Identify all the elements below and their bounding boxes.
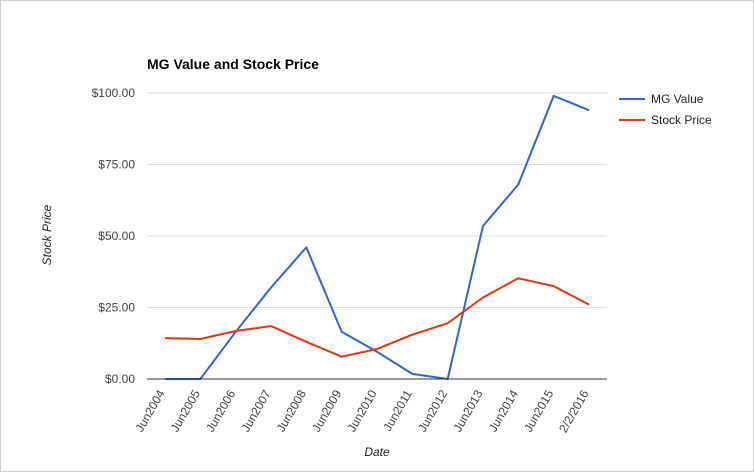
legend: MG Value Stock Price: [619, 92, 712, 127]
chart-title: MG Value and Stock Price: [147, 56, 319, 72]
x-tick-label: Jun2006: [203, 387, 238, 434]
legend-label: MG Value: [651, 92, 704, 106]
y-tick-label: $0.00: [105, 372, 135, 386]
y-axis-title: Stock Price: [40, 204, 54, 265]
series-lines: [164, 94, 590, 380]
y-tick-label: $25.00: [98, 301, 135, 315]
x-tick-label: Jun2009: [309, 387, 344, 434]
x-tick-label: Jun2008: [274, 387, 309, 434]
y-tick-label: $50.00: [98, 229, 135, 243]
series-line-stock-price: [164, 277, 590, 358]
x-axis-tick-labels: Jun2004 Jun2005 Jun2006 Jun2007 Jun2008 Jun20…: [132, 387, 591, 435]
x-tick-label: Jun2005: [168, 387, 203, 434]
x-tick-label: Jun2012: [415, 387, 450, 434]
x-tick-label: Jun2011: [380, 387, 415, 433]
x-tick-label: Jun2015: [521, 387, 556, 434]
gridlines: [147, 92, 607, 308]
y-tick-label: $75.00: [98, 158, 135, 172]
x-axis-title: Date: [364, 445, 390, 459]
x-tick-label: Jun2007: [238, 387, 273, 434]
x-tick-label: Jun2010: [344, 387, 379, 434]
x-tick-label: 2/2/2016: [556, 387, 592, 435]
legend-label: Stock Price: [651, 113, 712, 127]
x-tick-label: Jun2004: [132, 387, 167, 434]
x-tick-label: Jun2013: [450, 387, 485, 434]
x-tick-label: Jun2014: [486, 387, 521, 434]
y-axis-tick-labels: $0.00 $25.00 $50.00 $75.00 $100.00: [92, 86, 136, 386]
series-line-mg-value: [165, 94, 590, 380]
y-tick-label: $100.00: [92, 86, 136, 100]
